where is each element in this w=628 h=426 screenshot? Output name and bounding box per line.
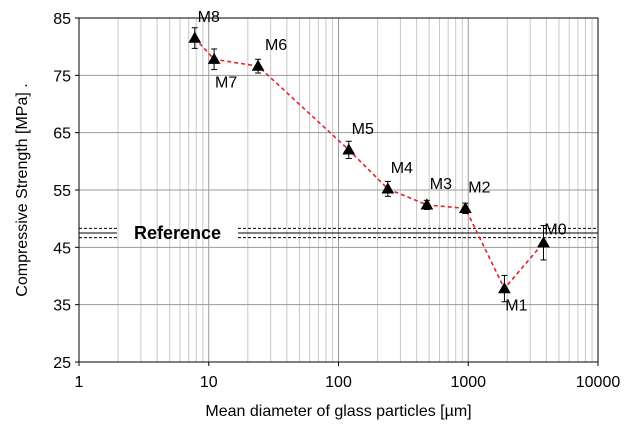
data-point-label: M3 xyxy=(430,176,452,193)
x-tick-label: 1000 xyxy=(450,374,486,391)
data-point-marker xyxy=(188,31,202,43)
data-point-marker xyxy=(458,201,472,213)
y-tick-label: 35 xyxy=(53,298,71,315)
y-tick-label: 25 xyxy=(53,355,71,372)
data-point-marker xyxy=(251,59,265,71)
data-point-label: M4 xyxy=(391,160,413,177)
series-line xyxy=(194,37,545,291)
reference-label: Reference xyxy=(134,223,221,243)
data-point-marker xyxy=(420,198,434,210)
data-point-label: M1 xyxy=(505,298,527,315)
data-point-marker xyxy=(537,236,550,248)
grid-lines xyxy=(79,17,598,363)
data-point-label: M0 xyxy=(544,222,566,239)
data-point-marker xyxy=(381,182,395,194)
y-tick-label: 45 xyxy=(53,240,71,257)
data-point-label: M5 xyxy=(352,121,374,138)
y-tick-label: 65 xyxy=(53,126,71,143)
x-tick-label: 1 xyxy=(75,374,84,391)
data-point-label: M2 xyxy=(468,179,490,196)
reference-band xyxy=(79,227,598,239)
data-point-marker xyxy=(342,143,356,155)
y-axis-label: Compressive Strength [MPa] . xyxy=(14,83,31,296)
y-tick-labels: 25 35 45 55 65 75 85 xyxy=(53,11,79,372)
data-point-marker xyxy=(498,282,511,294)
x-tick-label: 100 xyxy=(325,374,352,391)
data-point-label: M8 xyxy=(198,9,220,26)
data-point-marker xyxy=(207,52,221,64)
x-tick-labels: 1 10 100 1000 10000 xyxy=(75,362,621,391)
data-point-label: M7 xyxy=(215,74,237,91)
y-tick-label: 75 xyxy=(53,68,71,85)
y-tick-label: 55 xyxy=(53,183,71,200)
data-series: M8 M7 M6 M5 M4 M3 M2 M1 M0 xyxy=(188,9,567,315)
x-axis-label: Mean diameter of glass particles [µm] xyxy=(205,403,471,420)
data-point-label: M6 xyxy=(265,37,287,54)
x-tick-label: 10000 xyxy=(576,374,621,391)
x-tick-label: 10 xyxy=(200,374,218,391)
y-tick-label: 85 xyxy=(53,11,71,28)
